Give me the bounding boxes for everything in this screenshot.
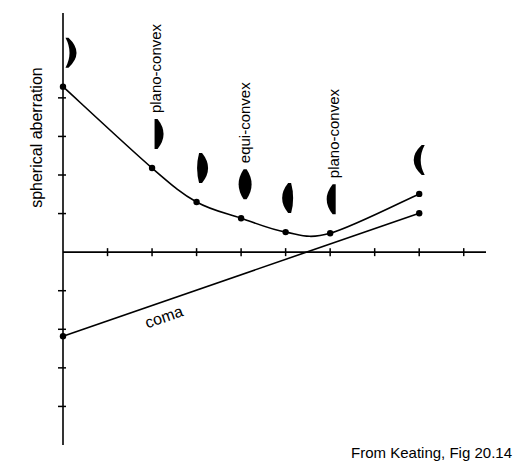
lens-icon <box>282 183 293 213</box>
lens-icon <box>197 153 208 183</box>
x-tick <box>374 248 376 256</box>
x-tick <box>463 248 465 256</box>
x-tick <box>329 248 331 256</box>
y-tick <box>58 406 66 408</box>
data-point <box>238 215 244 221</box>
y-axis <box>62 13 64 445</box>
annotation: plano-convex <box>147 23 164 113</box>
lens-icon <box>239 169 252 199</box>
y-axis-title: spherical aberration <box>28 67 45 208</box>
data-point <box>60 333 66 339</box>
series-line <box>63 213 419 336</box>
source-note: From Keating, Fig 20.14 <box>351 444 512 461</box>
x-tick <box>240 248 242 256</box>
y-tick <box>58 97 66 99</box>
data-point <box>416 210 422 216</box>
x-tick <box>151 248 153 256</box>
x-tick <box>418 248 420 256</box>
data-point <box>149 165 155 171</box>
y-tick <box>58 329 66 331</box>
lens-icon <box>414 145 425 175</box>
lens-icon <box>327 184 336 214</box>
y-tick <box>58 290 66 292</box>
x-tick <box>107 248 109 256</box>
data-point <box>327 230 333 236</box>
lens-icon <box>155 119 164 149</box>
data-point <box>193 199 199 205</box>
x-axis <box>63 251 486 253</box>
annotation: equi-convex <box>236 82 253 163</box>
lens-icon <box>66 38 77 68</box>
data-point <box>416 191 422 197</box>
data-point <box>60 83 66 89</box>
y-tick <box>58 213 66 215</box>
y-tick <box>58 174 66 176</box>
series-label: coma <box>143 302 186 331</box>
x-tick <box>196 248 198 256</box>
y-tick <box>58 367 66 369</box>
chart: spherical aberration coma plano-convex equi… <box>0 0 524 463</box>
annotation: plano-convex <box>325 88 342 178</box>
x-tick <box>285 248 287 256</box>
y-tick <box>58 136 66 138</box>
data-point <box>282 229 288 235</box>
